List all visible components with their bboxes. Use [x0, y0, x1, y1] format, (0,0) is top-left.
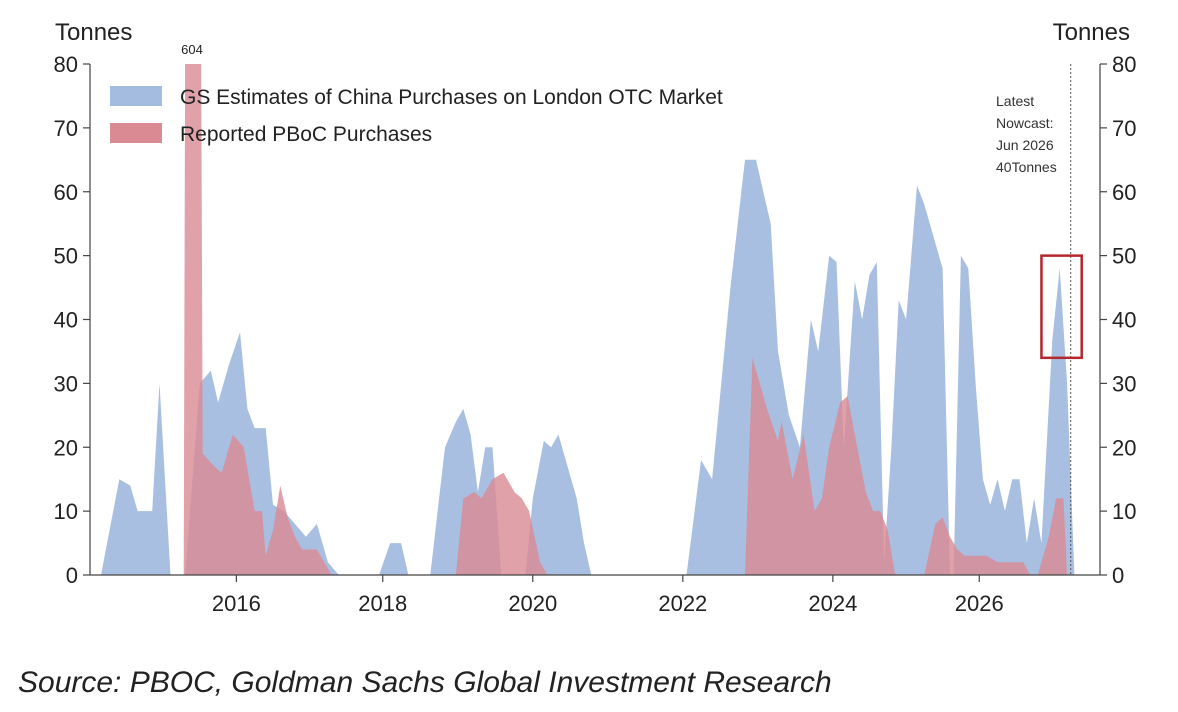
x-axis: 2016 2018 2020 2022 2024 2026 — [212, 575, 1004, 616]
right-tick-label: 60 — [1112, 180, 1136, 205]
right-tick-label: 50 — [1112, 244, 1136, 269]
nowcast-highlight-box — [1040, 254, 1083, 360]
left-tick-label: 80 — [54, 52, 78, 77]
spike-value-label: 604 — [181, 42, 203, 57]
nowcast-line-3: Jun 2026 — [996, 137, 1054, 153]
x-tick-label: 2024 — [808, 591, 857, 616]
plot-area — [90, 64, 1100, 576]
left-tick-label: 0 — [66, 563, 78, 588]
nowcast-line-2: Nowcast: — [996, 115, 1054, 131]
left-axis-unit-label: Tonnes — [55, 19, 132, 46]
right-tick-label: 40 — [1112, 308, 1136, 333]
nowcast-line-1: Latest — [996, 93, 1034, 109]
legend: GS Estimates of China Purchases on Londo… — [110, 86, 723, 146]
x-tick-label: 2020 — [508, 591, 557, 616]
x-tick-label: 2016 — [212, 591, 261, 616]
right-y-axis: 0 10 20 30 40 50 60 70 80 — [1099, 52, 1136, 588]
left-tick-label: 20 — [54, 435, 78, 460]
right-tick-label: 30 — [1112, 371, 1136, 396]
x-tick-label: 2018 — [358, 591, 407, 616]
nowcast-annotation: Latest Nowcast: Jun 2026 40Tonnes — [996, 93, 1057, 175]
right-tick-label: 0 — [1112, 563, 1124, 588]
x-tick-label: 2022 — [658, 591, 707, 616]
source-caption: Source: PBOC, Goldman Sachs Global Inves… — [18, 666, 832, 699]
right-tick-label: 70 — [1112, 116, 1136, 141]
legend-label-gs: GS Estimates of China Purchases on Londo… — [180, 86, 723, 109]
left-tick-label: 50 — [54, 244, 78, 269]
left-y-axis: 0 10 20 30 40 50 60 70 80 — [54, 52, 91, 588]
legend-swatch-pboc — [110, 123, 162, 143]
left-tick-label: 70 — [54, 116, 78, 141]
right-tick-label: 80 — [1112, 52, 1136, 77]
right-tick-label: 20 — [1112, 435, 1136, 460]
x-tick-label: 2026 — [955, 591, 1004, 616]
right-axis-unit-label: Tonnes — [1053, 19, 1130, 46]
right-tick-label: 10 — [1112, 499, 1136, 524]
nowcast-line-4: 40Tonnes — [996, 159, 1057, 175]
left-tick-label: 60 — [54, 180, 78, 205]
left-tick-label: 10 — [54, 499, 78, 524]
legend-swatch-gs — [110, 86, 162, 106]
left-tick-label: 30 — [54, 371, 78, 396]
series-area-pboc-reported — [183, 64, 1068, 575]
gold-purchases-chart: 0 10 20 30 40 50 60 70 80 0 10 20 30 40 50 60 70 80 2016… — [54, 19, 1137, 616]
left-tick-label: 40 — [54, 308, 78, 333]
legend-label-pboc: Reported PBoC Purchases — [180, 123, 432, 146]
